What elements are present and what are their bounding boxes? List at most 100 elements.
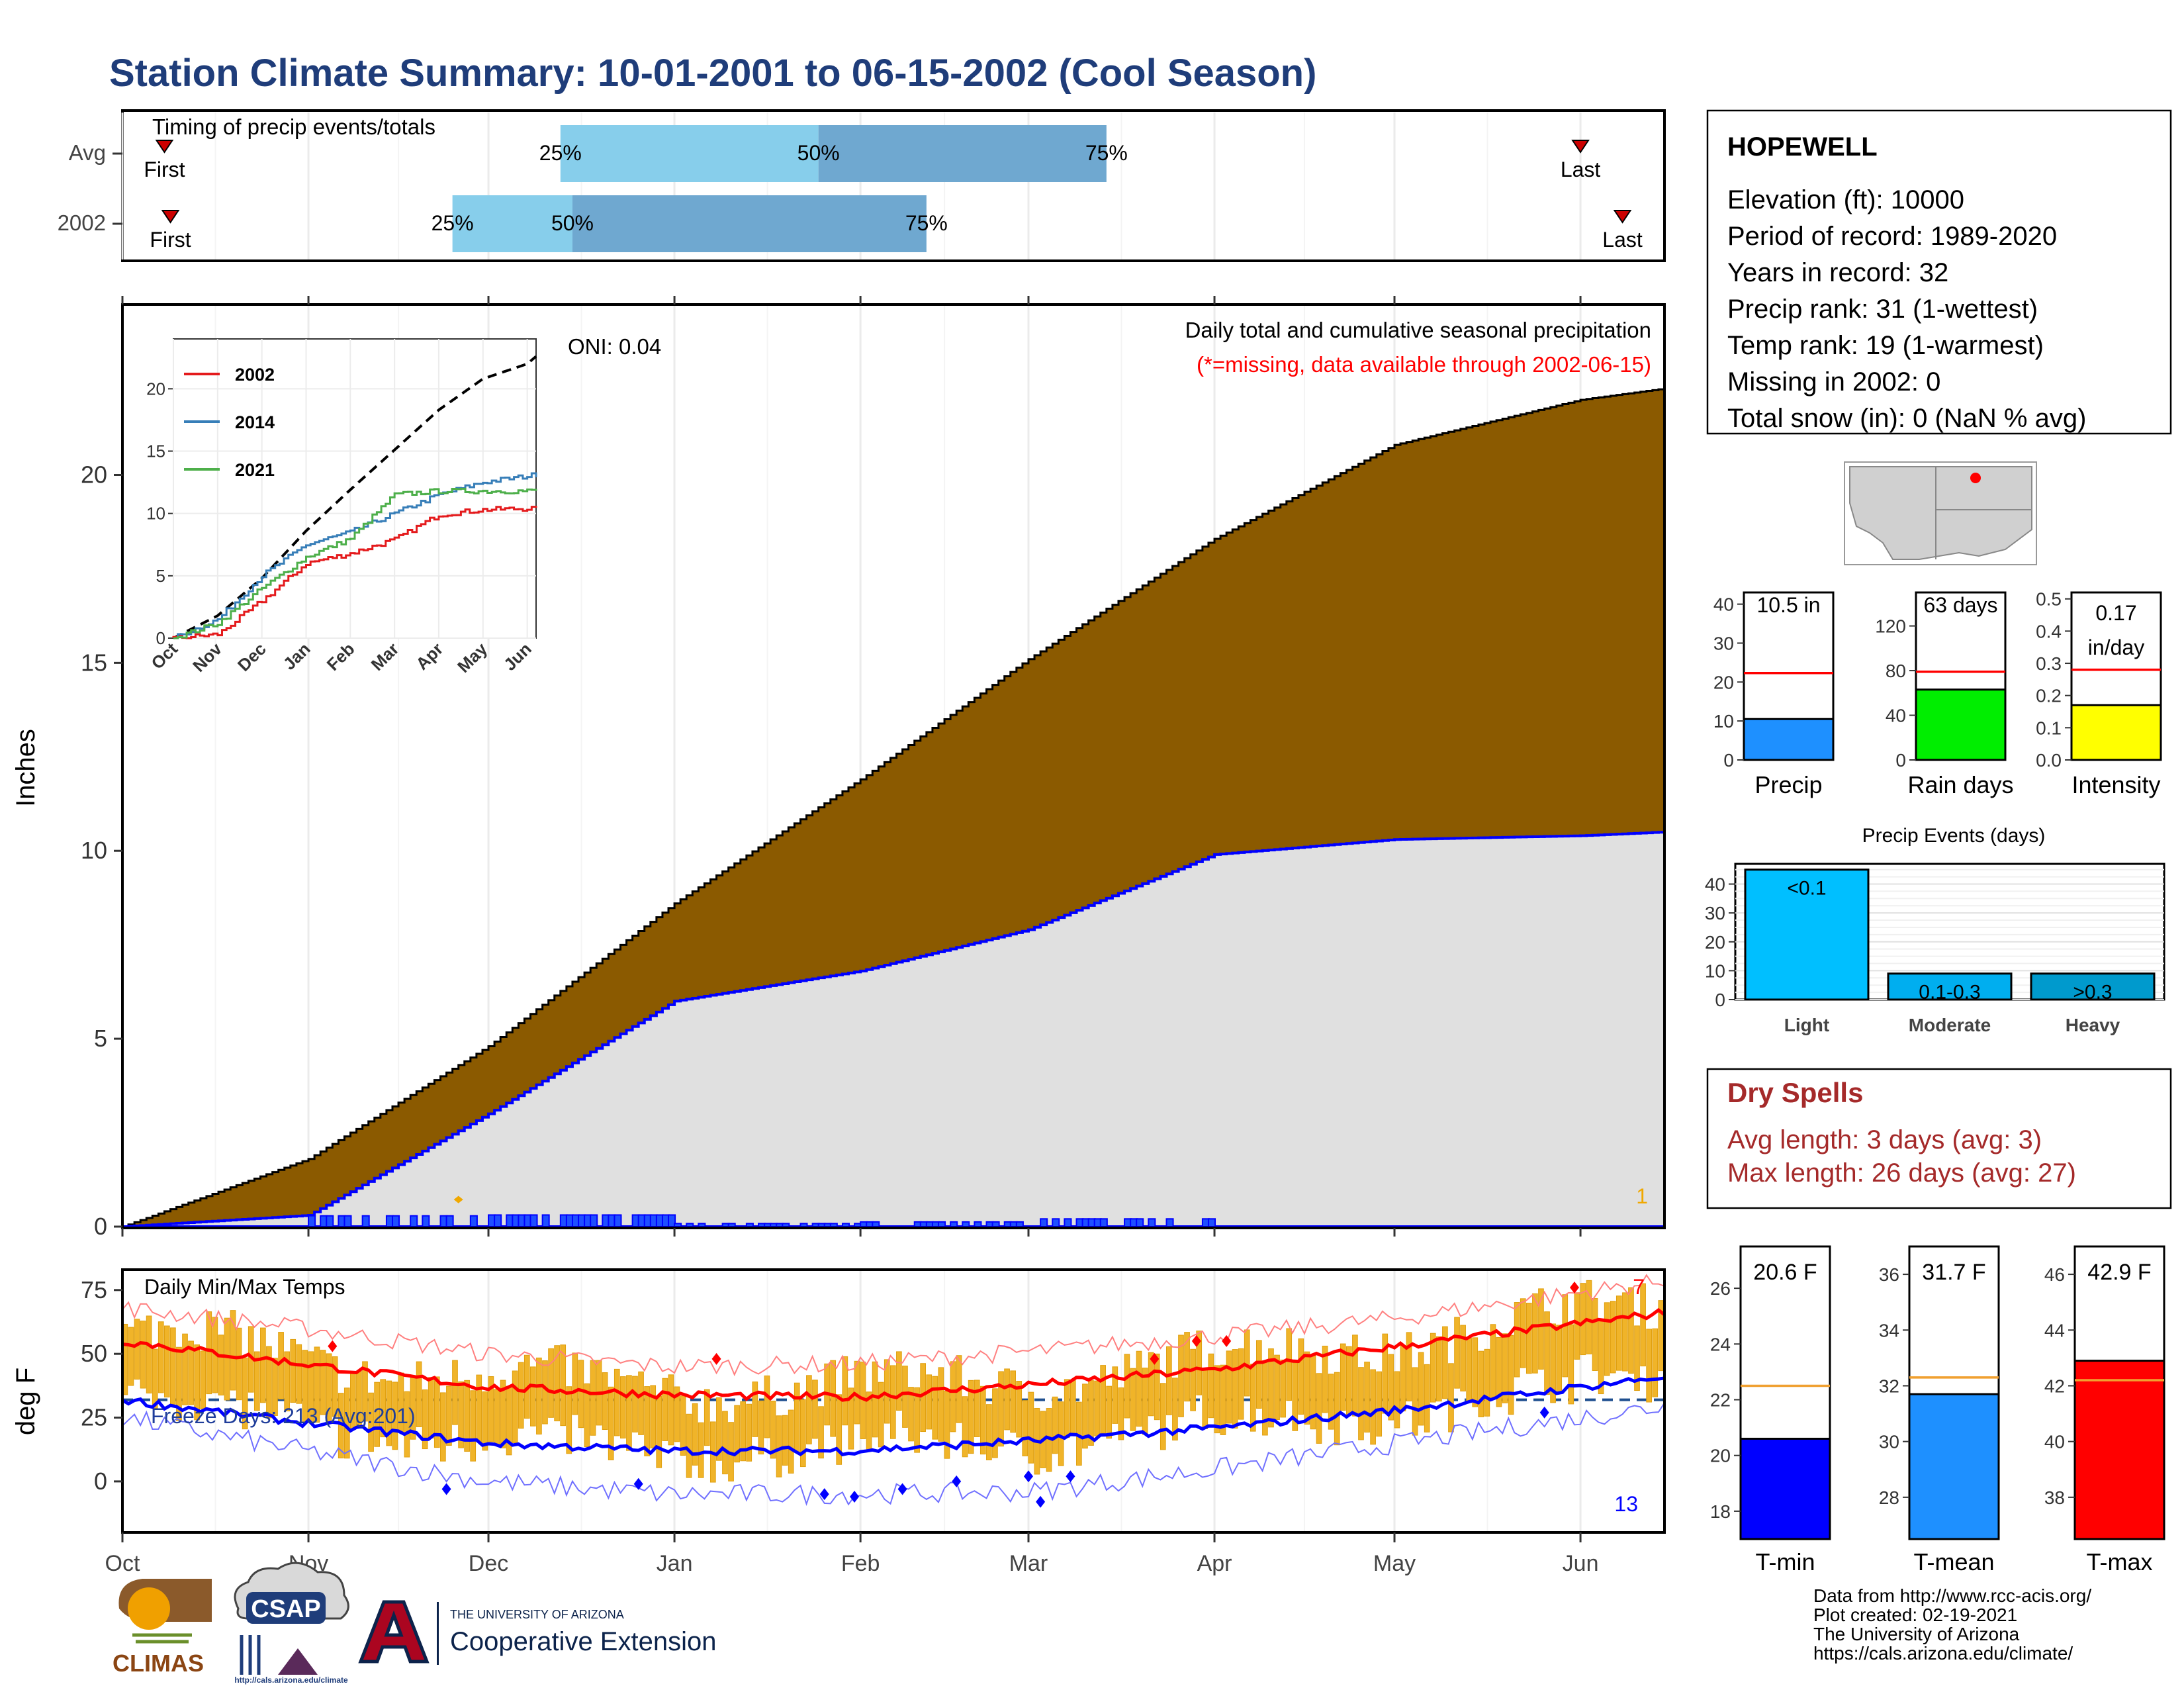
- daily-temp-bar: [632, 1376, 638, 1432]
- daily-temp-bar: [452, 1360, 458, 1425]
- daily-temp-bar: [458, 1381, 464, 1448]
- daily-temp-bar: [740, 1401, 747, 1462]
- record-high-marker: [1191, 1335, 1201, 1347]
- daily-temp-bar: [848, 1387, 854, 1450]
- daily-temp-bar: [206, 1311, 212, 1395]
- climas-logo: CLIMAS: [113, 1579, 212, 1677]
- events-bar-label: >0.3: [2073, 982, 2112, 1004]
- temp-panel-frame: [121, 1268, 1666, 1534]
- timing-label: Timing of precip events/totals: [152, 115, 435, 139]
- record-low-marker: [633, 1477, 643, 1490]
- daily-temp-bar: [1268, 1348, 1274, 1428]
- daily-temp-bar: [163, 1325, 170, 1398]
- daily-temp-bar: [1298, 1338, 1304, 1415]
- daily-temp-bar: [1274, 1354, 1280, 1420]
- temp-summary-bar: [1908, 1393, 2000, 1540]
- daily-temp-bar: [1028, 1391, 1034, 1464]
- daily-temp-bar: [1478, 1350, 1484, 1417]
- daily-temp-bar: [764, 1375, 770, 1438]
- daily-temp-bar: [722, 1411, 728, 1475]
- daily-temp-bar: [1610, 1301, 1616, 1374]
- daily-temp-bar: [746, 1403, 752, 1462]
- daily-temp-bar: [1628, 1287, 1634, 1374]
- mini-ytick-label: 0.1: [2036, 718, 2062, 738]
- temp-summary-label: T-min: [1756, 1548, 1815, 1575]
- precip-note-title: Daily total and cumulative seasonal prec…: [1185, 318, 1651, 342]
- month-tick-label: Oct: [105, 1551, 140, 1576]
- events-ytick-label: 0: [1715, 990, 1725, 1010]
- daily-temp-bar: [170, 1327, 176, 1405]
- daily-temp-bar: [974, 1380, 980, 1437]
- daily-temp-bar: [962, 1396, 968, 1458]
- daily-temp-bar: [1058, 1401, 1064, 1466]
- daily-temp-bar: [626, 1375, 632, 1451]
- daily-temp-bar: [944, 1390, 950, 1459]
- climas-rain-lines: [132, 1633, 192, 1644]
- daily-temp-bar: [1484, 1348, 1490, 1417]
- record-low-marker: [1023, 1470, 1033, 1483]
- timing-bar-25-50: [452, 195, 572, 252]
- map-states-shape: [1849, 466, 2032, 560]
- precip-events-title: Precip Events (days): [1862, 825, 2046, 847]
- temp-ytick-label: 0: [94, 1468, 107, 1495]
- daily-temp-bar: [560, 1344, 567, 1427]
- record-low-marker: [1066, 1470, 1075, 1483]
- temp-panel: 0 25 50 75 deg F Daily Min/Max Temps Freeze…: [11, 1268, 1666, 1534]
- mini-ytick-label: 120: [1875, 616, 1906, 637]
- daily-temp-bar: [242, 1357, 248, 1430]
- daily-temp-bar: [1496, 1336, 1502, 1407]
- daily-temp-bar: [362, 1361, 368, 1422]
- daily-temp-bar: [608, 1386, 614, 1460]
- record-high-marker: [1222, 1335, 1232, 1347]
- daily-temp-bar: [578, 1360, 584, 1429]
- daily-temp-bar: [374, 1382, 380, 1447]
- daily-temp-bar: [464, 1380, 470, 1452]
- daily-temp-bar: [134, 1319, 140, 1380]
- daily-temp-bar: [529, 1366, 536, 1427]
- timing-bar-25-50: [560, 125, 819, 182]
- daily-temp-bar: [1525, 1303, 1532, 1374]
- daily-temp-bar: [1646, 1329, 1653, 1403]
- daily-temp-bar: [979, 1385, 986, 1455]
- daily-temp-bar: [182, 1333, 188, 1405]
- daily-temp-bar: [1016, 1380, 1023, 1438]
- temp-summary-ytick-label: 34: [1879, 1320, 1899, 1340]
- daily-temp-bar: [1652, 1328, 1659, 1397]
- daily-temp-bar: [638, 1371, 644, 1435]
- daily-temp-bar: [1364, 1362, 1370, 1433]
- credit-line: Data from http://www.rcc-acis.org/: [1813, 1585, 2091, 1606]
- daily-temp-bar: [1010, 1370, 1016, 1433]
- daily-temp-bar: [1304, 1351, 1310, 1425]
- ua-divider: [437, 1602, 439, 1665]
- temp-summary-ytick-label: 42: [2044, 1376, 2065, 1396]
- daily-temp-bar: [1388, 1354, 1394, 1421]
- dry-spells-frame: [1706, 1068, 2172, 1209]
- daily-temp-bar: [614, 1368, 620, 1436]
- footer-credits: Data from http://www.rcc-acis.org/ Plot …: [1813, 1585, 2091, 1664]
- timing-first-marker: [155, 140, 174, 154]
- temp-summary-ytick-label: 30: [1879, 1432, 1899, 1452]
- station-line: Elevation (ft): 10000: [1727, 185, 1964, 214]
- daily-temp-bar: [1136, 1350, 1142, 1427]
- mini-category-label: Precip: [1754, 771, 1822, 798]
- mini-category-label: Intensity: [2071, 771, 2160, 798]
- mini-value-number: 0.17: [2095, 601, 2136, 625]
- timing-first-label: First: [144, 158, 185, 181]
- daily-temp-bar: [1574, 1292, 1580, 1360]
- credit-line: https://cals.arizona.edu/climate/: [1813, 1643, 2073, 1664]
- daily-temp-bar: [799, 1399, 806, 1468]
- daily-temp-bar: [1442, 1326, 1448, 1399]
- daily-precip-bar: [782, 1223, 790, 1227]
- inset-avg-line: [173, 355, 537, 639]
- daily-temp-bar: [296, 1344, 302, 1404]
- credit-line: The University of Arizona: [1813, 1624, 2020, 1644]
- timing-row-2002-label: 2002: [58, 211, 106, 235]
- daily-temp-bar: [320, 1350, 326, 1415]
- daily-temp-bar: [1634, 1325, 1640, 1391]
- csap-logo: CSAP http://cals.arizona.edu/climate: [234, 1562, 349, 1685]
- daily-temp-bar: [1124, 1354, 1130, 1419]
- inset-legend-label: 2002: [235, 365, 275, 385]
- precip-corner-value: 1: [1636, 1184, 1648, 1208]
- daily-temp-bar: [782, 1415, 788, 1466]
- temp-ytick-label: 50: [81, 1340, 107, 1367]
